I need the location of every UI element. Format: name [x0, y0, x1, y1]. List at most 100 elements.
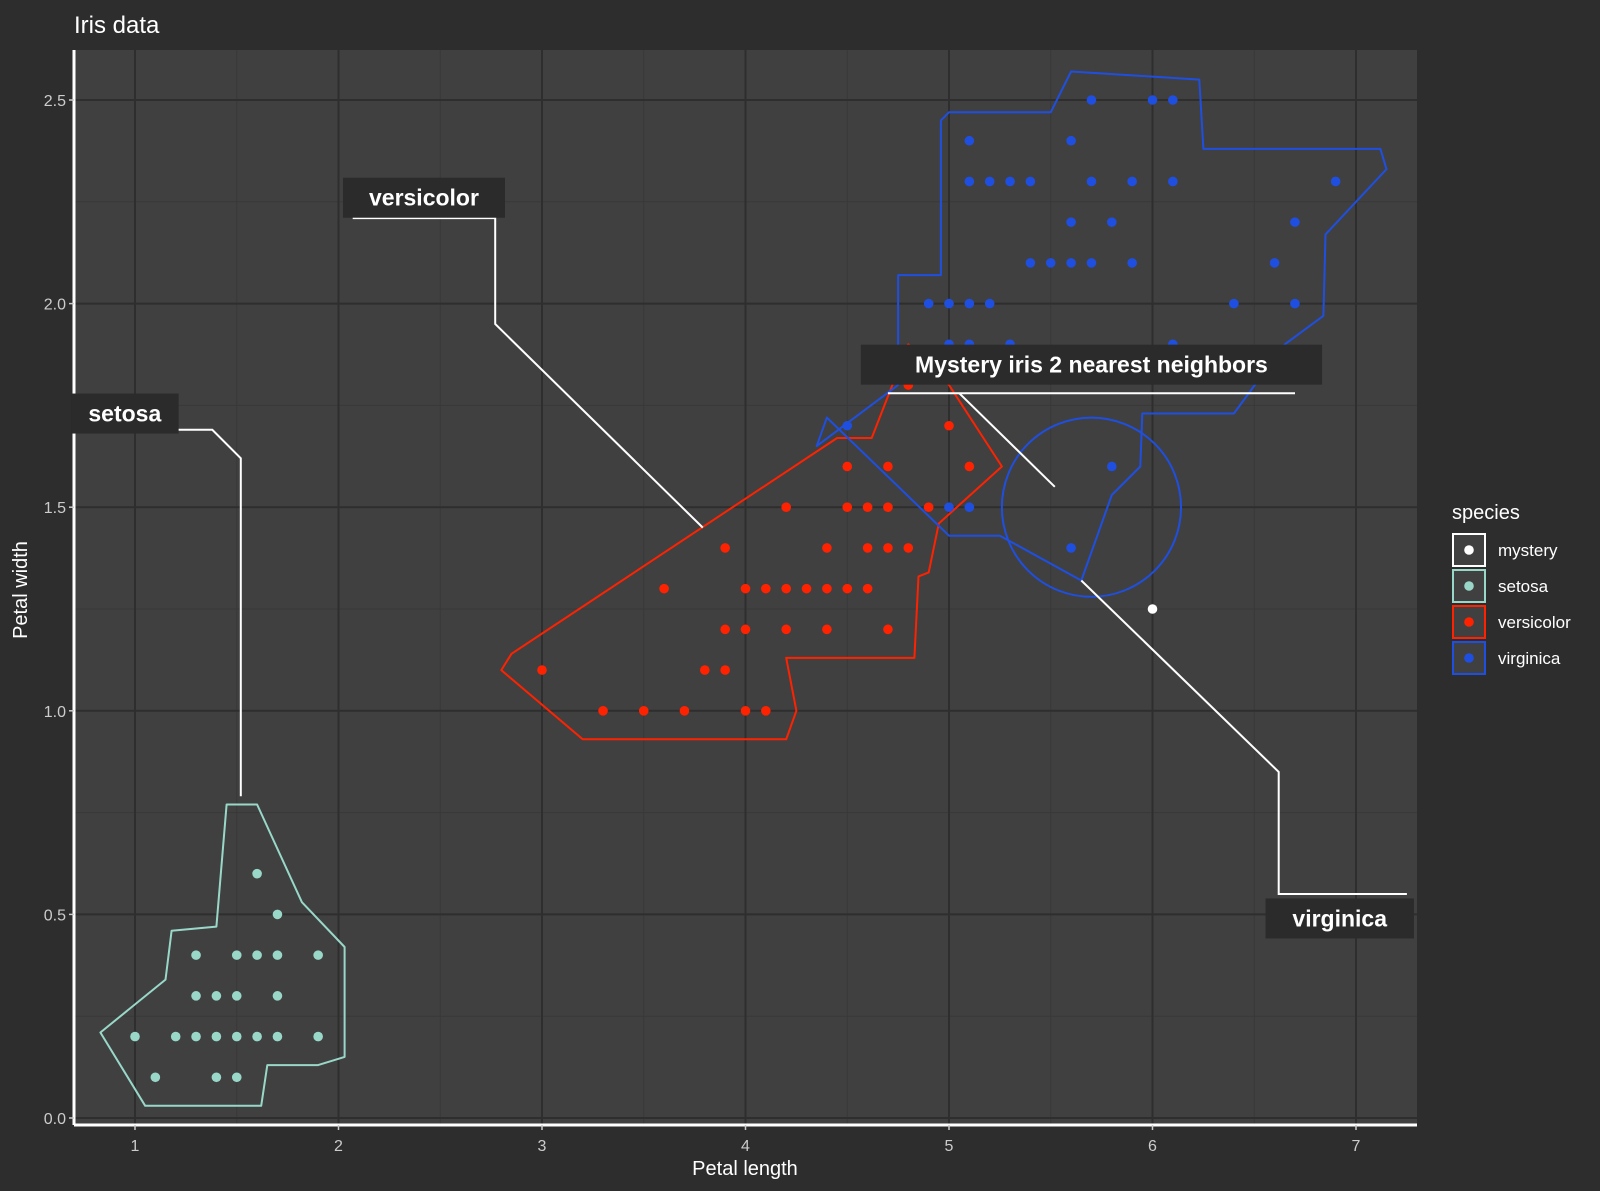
x-tick-label: 5	[945, 1138, 954, 1155]
virginica-point	[964, 502, 975, 512]
y-tick-label: 2.5	[44, 93, 66, 110]
versicolor-point	[740, 583, 751, 594]
y-tick-label: 1.0	[44, 704, 66, 721]
versicolor-point	[638, 706, 649, 716]
legend-label-virginica: virginica	[1498, 649, 1561, 668]
versicolor-point	[964, 461, 975, 472]
virginica-point	[984, 176, 995, 187]
legend-label-setosa: setosa	[1498, 577, 1549, 596]
nearest-neighbor-circle	[1000, 416, 1183, 598]
virginica-point	[1066, 135, 1076, 146]
versicolor-point	[923, 502, 934, 512]
legend-dot-versicolor	[1464, 617, 1474, 627]
setosa-point	[211, 991, 222, 1001]
setosa-point	[272, 991, 283, 1001]
legend-item-mystery: mystery	[1452, 533, 1558, 567]
virginica-point	[1025, 176, 1036, 187]
virginica-point	[1086, 258, 1097, 268]
y-axis-title: Petal width	[10, 541, 32, 639]
versicolor-point	[598, 706, 608, 716]
setosa-point	[231, 950, 242, 960]
x-tick-label: 4	[741, 1138, 750, 1155]
mystery-iris-2-nearest-neighbors-label: Mystery iris 2 nearest neighbors	[915, 352, 1268, 378]
versicolor-point	[822, 543, 832, 553]
setosa-hull	[99, 803, 346, 1107]
y-tick-label: 1.5	[44, 500, 66, 517]
versicolor-label-box	[342, 177, 505, 218]
versicolor-point	[822, 583, 832, 594]
setosa-point	[130, 1031, 140, 1042]
versicolor-point	[842, 583, 853, 594]
legend-key-versicolor	[1452, 605, 1486, 639]
setosa-label: setosa	[88, 401, 161, 427]
setosa-point	[231, 1072, 242, 1083]
x-tick-label: 1	[131, 1138, 140, 1155]
legend-item-virginica: virginica	[1452, 641, 1561, 675]
virginica-point	[1127, 258, 1137, 268]
x-tick-label: 7	[1352, 1138, 1361, 1155]
setosa-label-box	[71, 393, 179, 434]
setosa-point	[252, 1031, 262, 1042]
versicolor-hull	[500, 343, 1003, 741]
versicolor-point	[740, 624, 751, 635]
virginica-point	[923, 298, 934, 309]
virginica-point	[1066, 217, 1076, 227]
legend: species mystery setosa versicolor virginica	[1452, 502, 1571, 675]
versicolor-point	[720, 624, 730, 635]
setosa-point	[231, 1031, 242, 1042]
virginica-label-box	[1265, 898, 1414, 939]
setosa-point	[313, 950, 323, 960]
legend-label-mystery: mystery	[1498, 541, 1558, 560]
versicolor-point	[761, 706, 771, 716]
versicolor-point	[842, 461, 853, 472]
data-points	[130, 95, 1341, 1083]
x-tick-label: 2	[334, 1138, 343, 1155]
virginica-point	[964, 298, 975, 309]
y-tick-label: 0.5	[44, 907, 66, 924]
setosa-point	[272, 1031, 283, 1042]
setosa-point	[211, 1031, 222, 1042]
x-tick-label: 3	[538, 1138, 547, 1155]
setosa-point	[191, 950, 201, 960]
virginica-point	[1107, 461, 1117, 472]
setosa-point	[191, 1031, 201, 1042]
virginica-point	[964, 135, 975, 146]
virginica-point	[1229, 298, 1239, 309]
legend-dot-mystery	[1464, 545, 1474, 555]
versicolor-point	[862, 543, 873, 553]
virginica-point	[1025, 258, 1036, 268]
x-axis-title: Petal length	[692, 1158, 798, 1180]
versicolor-label: versicolor	[369, 185, 479, 211]
legend-item-versicolor: versicolor	[1452, 605, 1571, 639]
versicolor-point	[883, 543, 893, 553]
setosa-point	[150, 1072, 161, 1083]
versicolor-point	[679, 706, 690, 716]
neighbor-circle	[1000, 416, 1183, 598]
setosa-point	[313, 1031, 323, 1042]
mystery-point	[1147, 604, 1158, 614]
virginica-point	[1045, 258, 1056, 268]
versicolor-point	[761, 583, 771, 594]
virginica-point	[964, 176, 975, 187]
setosa-point	[272, 909, 283, 920]
virginica-point	[1086, 95, 1097, 105]
virginica-point	[1168, 176, 1178, 187]
virginica-point	[944, 298, 954, 309]
virginica-point	[1147, 95, 1158, 105]
versicolor-point	[944, 420, 954, 431]
versicolor-point	[537, 665, 547, 675]
versicolor-point	[862, 583, 873, 594]
virginica-point	[1330, 176, 1341, 187]
versicolor-point	[883, 461, 893, 472]
setosa-point	[272, 950, 283, 960]
virginica-point	[1107, 217, 1117, 227]
versicolor-point	[740, 706, 751, 716]
virginica-point	[1168, 95, 1178, 105]
chart-title: Iris data	[74, 12, 160, 39]
versicolor-point	[720, 665, 730, 675]
versicolor-point	[659, 583, 669, 594]
y-tick-label: 2.0	[44, 297, 66, 314]
versicolor-point	[700, 665, 710, 675]
versicolor-point	[781, 502, 791, 512]
legend-label-versicolor: versicolor	[1498, 613, 1571, 632]
